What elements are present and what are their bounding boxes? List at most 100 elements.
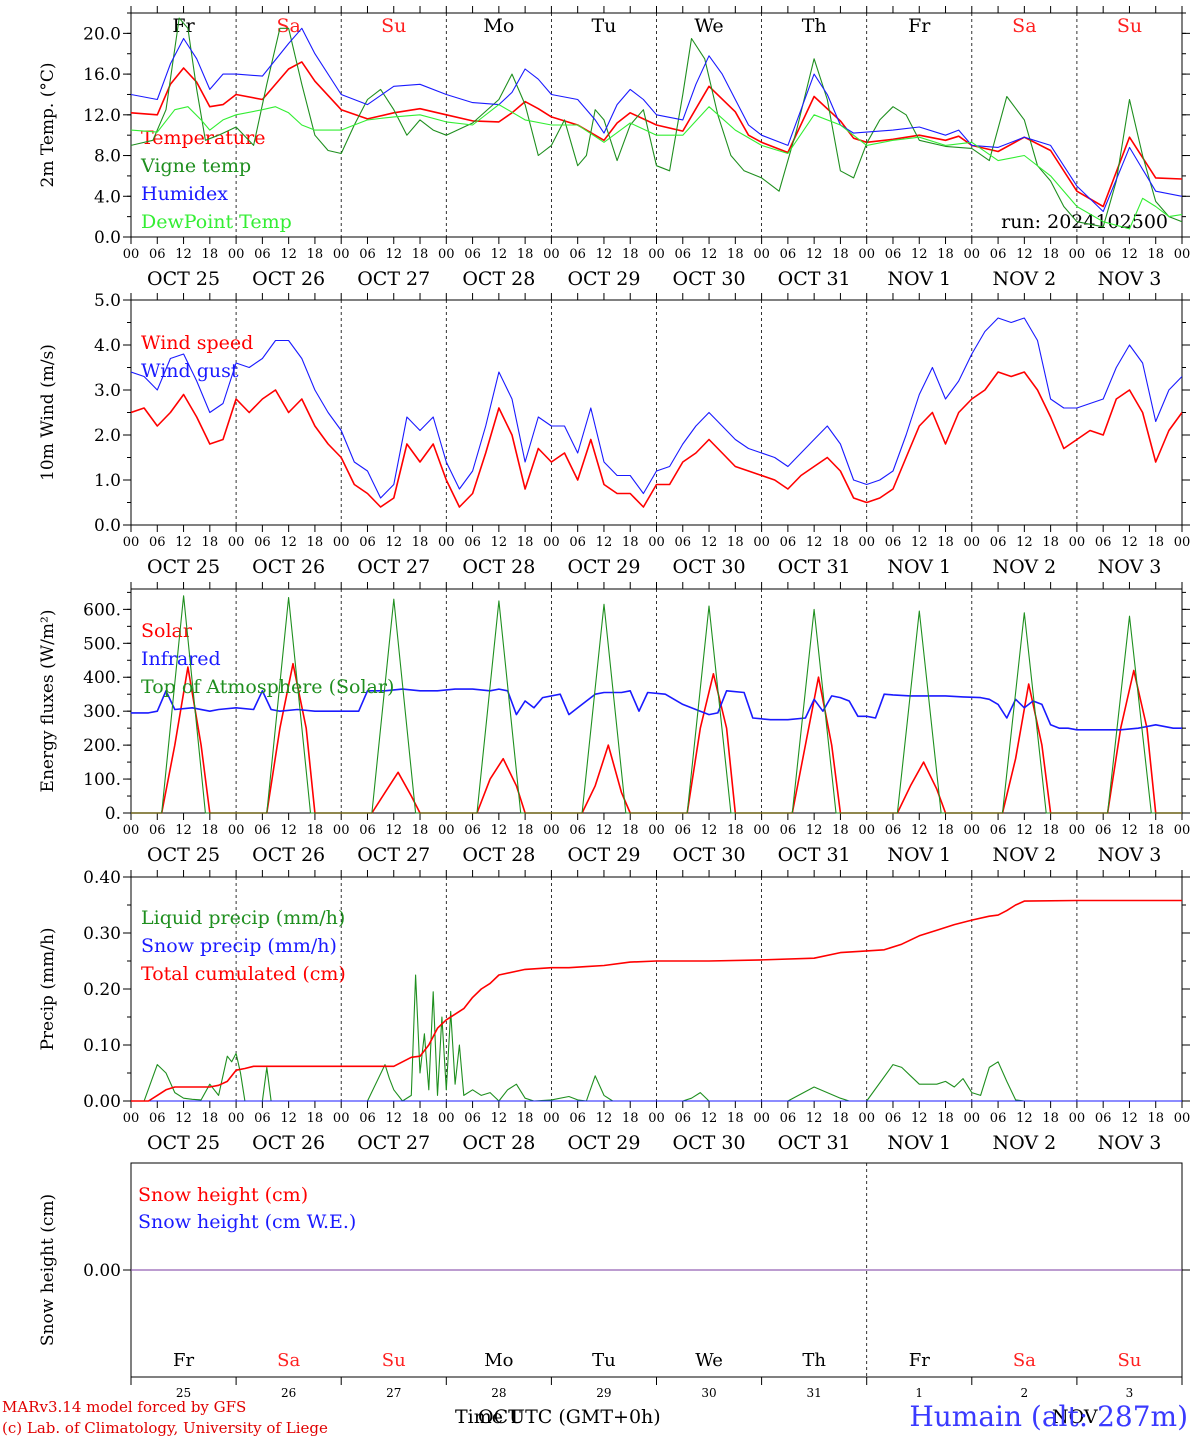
hour-tick-label: 06: [464, 247, 481, 262]
legend-entry: Top of Atmosphere (Solar): [141, 676, 394, 698]
y-tick-label: 0.20: [83, 980, 121, 1000]
station-label: Humain (alt: 287m): [909, 1400, 1188, 1433]
hour-tick-label: 18: [307, 247, 324, 262]
hour-tick-label: 06: [359, 535, 376, 550]
hour-tick-label: 12: [701, 247, 718, 262]
date-label: NOV 3: [1098, 268, 1162, 290]
run-label: run: 2024102500: [1001, 211, 1168, 233]
hour-tick-label: 06: [990, 823, 1007, 838]
legend-entry: Temperature: [141, 127, 265, 149]
hour-tick-label: 18: [202, 535, 219, 550]
weekday-label: Sa: [1012, 15, 1036, 37]
hour-tick-label: 12: [911, 247, 928, 262]
hour-tick-label: 18: [727, 823, 744, 838]
hour-tick-label: 12: [911, 535, 928, 550]
hour-tick-label: 00: [228, 1111, 245, 1126]
y-tick-label: 4.0: [94, 187, 121, 207]
hour-tick-label: 12: [596, 1111, 613, 1126]
hour-tick-label: 06: [254, 1111, 271, 1126]
hour-tick-label: 12: [806, 1111, 823, 1126]
hour-tick-label: 06: [254, 247, 271, 262]
hour-tick-label: 12: [701, 823, 718, 838]
hour-tick-label: 00: [1174, 535, 1191, 550]
weekday-label: Su: [1117, 1350, 1141, 1371]
hour-tick-label: 18: [622, 247, 639, 262]
hour-tick-label: 00: [858, 247, 875, 262]
date-label: OCT 25: [147, 1132, 220, 1154]
hour-tick-label: 12: [491, 247, 508, 262]
hour-tick-label: 00: [438, 247, 455, 262]
y-tick-label: 200.: [83, 736, 121, 756]
y-tick-label: 2.0: [94, 426, 121, 446]
y-tick-label: 0.00: [83, 1092, 121, 1112]
legend-entry: Wind gust: [141, 360, 239, 382]
hour-tick-label: 18: [202, 1111, 219, 1126]
y-tick-label: 5.0: [94, 291, 121, 311]
weekday-label: Th: [802, 15, 827, 37]
hour-tick-label: 06: [149, 1111, 166, 1126]
hour-tick-label: 18: [307, 1111, 324, 1126]
date-label: OCT 31: [778, 268, 851, 290]
hour-tick-label: 18: [1147, 823, 1164, 838]
hour-tick-label: 00: [333, 823, 350, 838]
hour-tick-label: 00: [1069, 823, 1086, 838]
hour-tick-label: 18: [202, 823, 219, 838]
weekday-label: Th: [802, 1350, 826, 1371]
plot-frame: [130, 588, 1183, 814]
weekday-label: We: [694, 15, 723, 37]
legend-entry: Total cumulated (cm): [141, 963, 346, 985]
day-number-label: 28: [491, 1386, 506, 1400]
hour-tick-label: 12: [1016, 1111, 1033, 1126]
hour-tick-label: 18: [832, 1111, 849, 1126]
hour-tick-label: 06: [885, 1111, 902, 1126]
legend-entry: Wind speed: [141, 332, 253, 354]
hour-tick-label: 12: [385, 535, 402, 550]
hour-tick-label: 18: [1147, 247, 1164, 262]
day-number-label: 25: [176, 1386, 191, 1400]
date-label: OCT 31: [778, 1132, 851, 1154]
hour-tick-label: 06: [885, 247, 902, 262]
date-label: OCT 28: [462, 1132, 535, 1154]
hour-tick-label: 18: [727, 535, 744, 550]
day-number-label: 31: [807, 1386, 822, 1400]
hour-tick-label: 00: [123, 1111, 140, 1126]
date-label: NOV 1: [887, 556, 951, 578]
hour-tick-label: 00: [1069, 1111, 1086, 1126]
date-label: OCT 28: [462, 268, 535, 290]
date-label: OCT 31: [778, 556, 851, 578]
day-number-label: 2: [1021, 1386, 1029, 1400]
hour-tick-label: 18: [1042, 1111, 1059, 1126]
hour-tick-label: 00: [1174, 247, 1191, 262]
hour-tick-label: 12: [280, 247, 297, 262]
hour-tick-label: 18: [307, 535, 324, 550]
date-label: OCT 27: [357, 556, 430, 578]
hour-tick-label: 12: [911, 1111, 928, 1126]
hour-tick-label: 12: [806, 247, 823, 262]
hour-tick-label: 06: [990, 535, 1007, 550]
hour-tick-label: 18: [1147, 1111, 1164, 1126]
hour-tick-label: 06: [1095, 823, 1112, 838]
hour-tick-label: 00: [648, 247, 665, 262]
series-line: [131, 17, 1182, 228]
y-axis-label: Snow height (cm): [38, 1194, 58, 1346]
hour-tick-label: 18: [622, 535, 639, 550]
hour-tick-label: 00: [1174, 823, 1191, 838]
hour-tick-label: 00: [648, 1111, 665, 1126]
hour-tick-label: 06: [780, 823, 797, 838]
y-tick-label: 1.0: [94, 471, 121, 491]
hour-tick-label: 00: [1069, 247, 1086, 262]
day-number-label: 30: [701, 1386, 716, 1400]
date-label: NOV 1: [887, 844, 951, 866]
time-axis-label: Time UTC (GMT+0h): [455, 1406, 661, 1428]
series-line: [131, 595, 1182, 814]
hour-tick-label: 18: [412, 535, 429, 550]
hour-tick-label: 18: [622, 823, 639, 838]
series-line: [131, 688, 1182, 731]
hour-tick-label: 00: [753, 1111, 770, 1126]
hour-tick-label: 12: [385, 247, 402, 262]
hour-tick-label: 12: [1121, 535, 1138, 550]
hour-tick-label: 06: [359, 247, 376, 262]
date-label: OCT 26: [252, 1132, 325, 1154]
hour-tick-label: 12: [385, 823, 402, 838]
hour-tick-label: 06: [464, 535, 481, 550]
